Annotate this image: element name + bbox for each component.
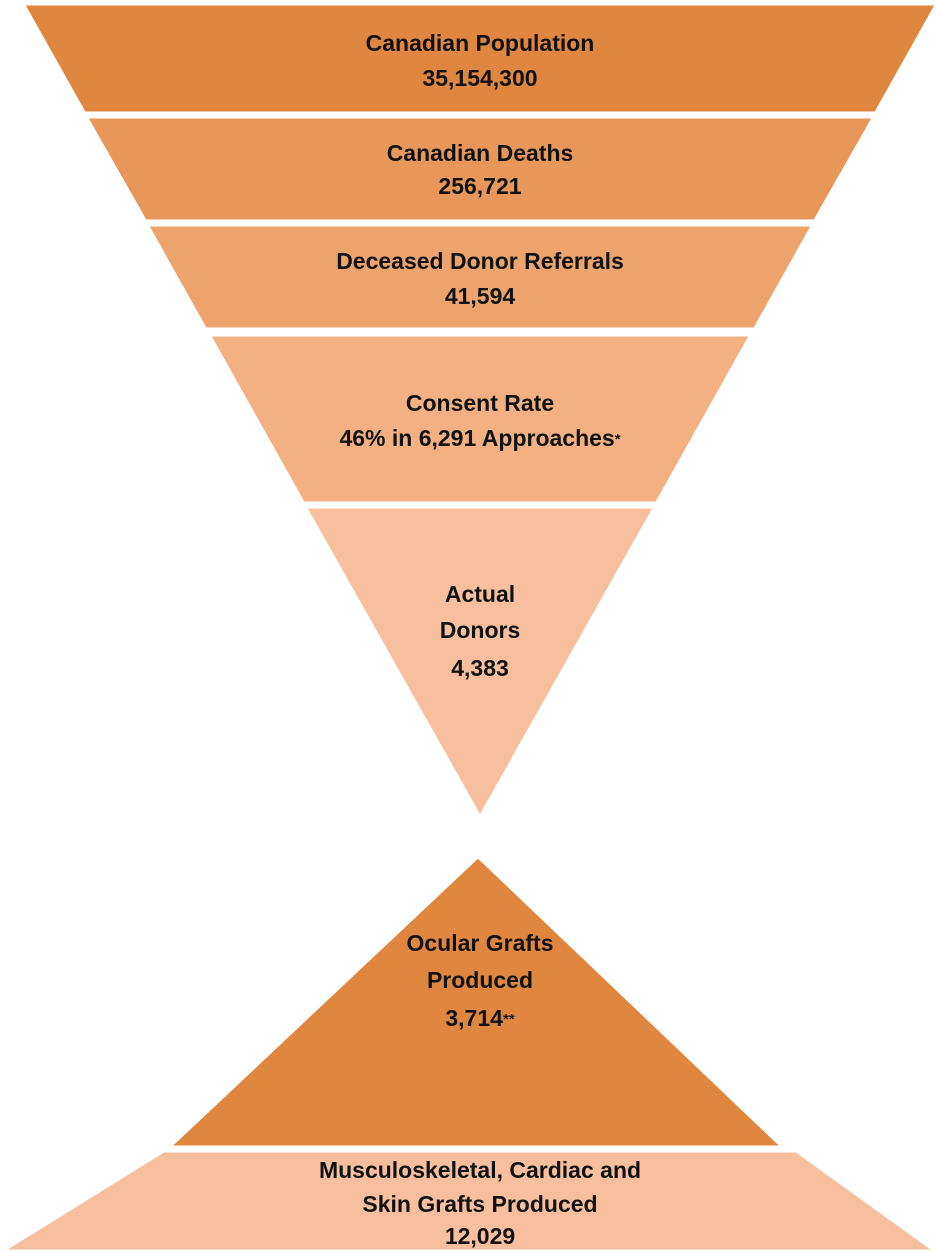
level-text: 256,721 <box>438 173 521 199</box>
level-line: 12,029 <box>445 1223 515 1249</box>
level-line: Consent Rate <box>406 390 554 416</box>
level-text: Consent Rate <box>406 390 554 416</box>
level-line: 46% in 6,291 Approaches <box>339 425 614 451</box>
pyramid-level <box>4 1151 934 1251</box>
level-text: 41,594 <box>445 283 516 309</box>
level-line: Deceased Donor Referrals <box>336 248 624 274</box>
footnote-mark: * <box>615 431 621 448</box>
level-text: 12,029 <box>445 1223 515 1249</box>
level-line: Actual <box>445 581 515 607</box>
level-text: Deceased Donor Referrals <box>336 248 624 274</box>
level-text: 35,154,300 <box>422 65 537 91</box>
level-text: 3,714** <box>445 1005 514 1031</box>
level-text: Donors <box>440 617 521 643</box>
level-line: Canadian Population <box>366 30 595 56</box>
level-line: Canadian Deaths <box>387 140 574 166</box>
level-text: 46% in 6,291 Approaches* <box>339 425 620 451</box>
level-line: Produced <box>427 967 533 993</box>
level-text: 4,383 <box>451 655 509 681</box>
level-text: Ocular Grafts <box>407 930 554 956</box>
level-text: Actual <box>445 581 515 607</box>
level-text: Produced <box>427 967 533 993</box>
funnel-level <box>148 225 812 329</box>
level-line: Donors <box>440 617 521 643</box>
level-line: Ocular Grafts <box>407 930 554 956</box>
level-text: Canadian Deaths <box>387 140 574 166</box>
level-line: Musculoskeletal, Cardiac and <box>319 1157 641 1183</box>
level-line: Skin Grafts Produced <box>362 1191 597 1217</box>
funnel-level <box>24 4 936 113</box>
level-line: 41,594 <box>445 283 516 309</box>
funnel-level <box>306 507 654 817</box>
level-line: 3,714 <box>445 1005 503 1031</box>
level-text: Musculoskeletal, Cardiac and <box>319 1157 641 1183</box>
pyramid-level <box>170 857 782 1147</box>
level-line: 35,154,300 <box>422 65 537 91</box>
funnel-level <box>87 117 873 221</box>
level-text: Canadian Population <box>366 30 595 56</box>
level-line: 4,383 <box>451 655 509 681</box>
level-line: 256,721 <box>438 173 521 199</box>
footnote-mark: ** <box>503 1011 515 1028</box>
level-text: Skin Grafts Produced <box>362 1191 597 1217</box>
funnel-level <box>210 335 750 503</box>
